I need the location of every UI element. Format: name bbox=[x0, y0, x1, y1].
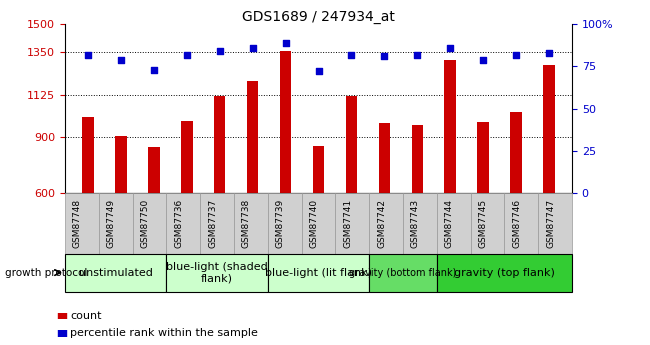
Point bbox=[445, 45, 456, 51]
Point bbox=[346, 52, 357, 57]
Bar bbox=[83, 117, 94, 193]
Text: percentile rank within the sample: percentile rank within the sample bbox=[70, 328, 258, 338]
Bar bbox=[280, 51, 291, 193]
Bar bbox=[510, 112, 522, 193]
Bar bbox=[181, 121, 192, 193]
Text: GSM87744: GSM87744 bbox=[445, 199, 454, 248]
Text: GSM87743: GSM87743 bbox=[411, 199, 420, 248]
Point bbox=[313, 69, 324, 74]
Text: GSM87740: GSM87740 bbox=[309, 199, 318, 248]
Bar bbox=[313, 146, 324, 193]
Text: blue-light (lit flank): blue-light (lit flank) bbox=[265, 268, 372, 277]
Text: growth protocol: growth protocol bbox=[5, 268, 88, 277]
Bar bbox=[445, 60, 456, 193]
Text: unstimulated: unstimulated bbox=[79, 268, 153, 277]
Bar bbox=[115, 136, 127, 193]
Point bbox=[511, 52, 521, 57]
Point bbox=[57, 313, 68, 318]
Text: GSM87750: GSM87750 bbox=[140, 199, 150, 248]
Text: gravity (bottom flank): gravity (bottom flank) bbox=[349, 268, 457, 277]
Point bbox=[116, 57, 126, 62]
Bar bbox=[247, 80, 259, 193]
Bar bbox=[411, 125, 423, 193]
Text: GSM87747: GSM87747 bbox=[546, 199, 555, 248]
Text: count: count bbox=[70, 311, 101, 321]
Text: GSM87736: GSM87736 bbox=[174, 199, 183, 248]
Bar bbox=[378, 123, 390, 193]
Bar bbox=[148, 147, 160, 193]
Text: GSM87741: GSM87741 bbox=[343, 199, 352, 248]
Point bbox=[478, 57, 488, 62]
Text: GSM87749: GSM87749 bbox=[107, 199, 116, 248]
Text: GSM87738: GSM87738 bbox=[242, 199, 251, 248]
Point bbox=[149, 67, 159, 72]
Bar bbox=[346, 97, 358, 193]
Text: GSM87745: GSM87745 bbox=[478, 199, 488, 248]
Point bbox=[544, 50, 554, 56]
Text: GSM87737: GSM87737 bbox=[208, 199, 217, 248]
Point bbox=[248, 45, 258, 51]
Text: GSM87746: GSM87746 bbox=[512, 199, 521, 248]
Point bbox=[83, 52, 93, 57]
Text: gravity (top flank): gravity (top flank) bbox=[454, 268, 555, 277]
Point bbox=[412, 52, 423, 57]
Point bbox=[57, 330, 68, 336]
Point bbox=[214, 48, 225, 54]
Bar bbox=[477, 122, 489, 193]
Text: blue-light (shaded
flank): blue-light (shaded flank) bbox=[166, 262, 268, 283]
Text: GSM87748: GSM87748 bbox=[73, 199, 82, 248]
Point bbox=[280, 40, 291, 46]
Point bbox=[181, 52, 192, 57]
Bar bbox=[543, 65, 554, 193]
Bar bbox=[214, 96, 226, 193]
Text: GDS1689 / 247934_at: GDS1689 / 247934_at bbox=[242, 10, 395, 24]
Text: GSM87742: GSM87742 bbox=[377, 199, 386, 248]
Text: GSM87739: GSM87739 bbox=[276, 199, 285, 248]
Point bbox=[379, 53, 389, 59]
